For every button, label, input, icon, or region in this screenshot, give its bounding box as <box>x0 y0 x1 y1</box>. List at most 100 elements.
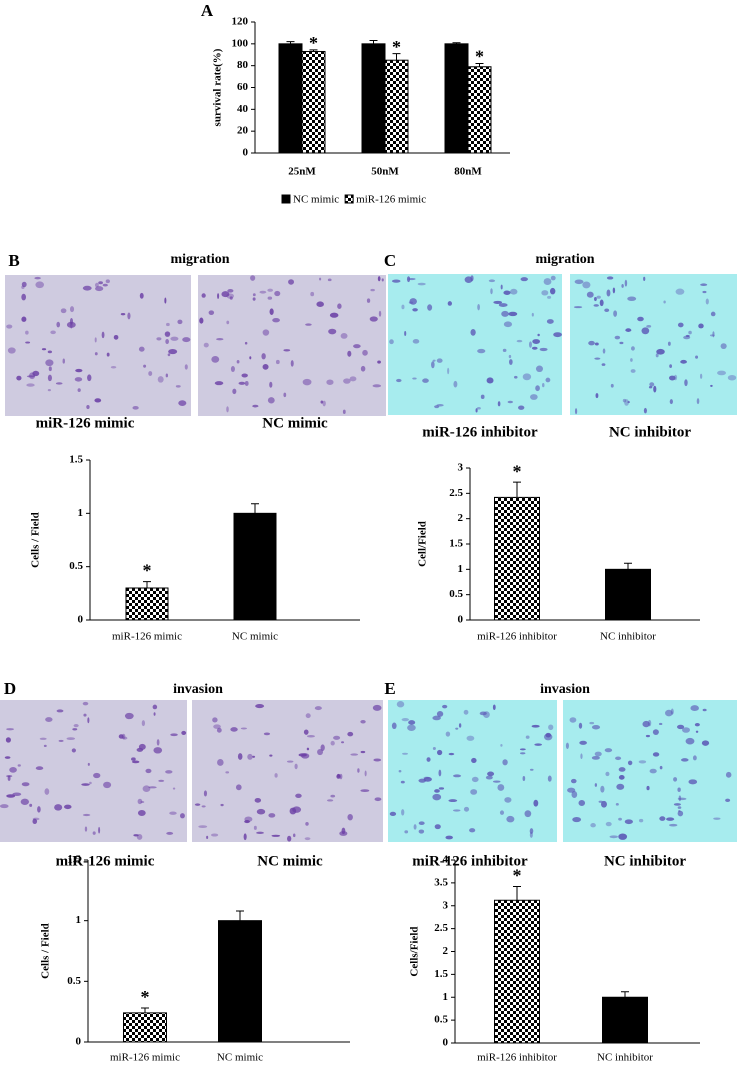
cell <box>372 704 382 711</box>
cell <box>6 794 16 798</box>
cell <box>529 768 534 771</box>
cell <box>613 310 618 317</box>
cell <box>92 831 96 835</box>
cell <box>243 833 247 841</box>
cell <box>164 297 167 304</box>
cell <box>448 752 455 756</box>
bar <box>605 568 651 621</box>
cell <box>422 378 429 383</box>
cell <box>630 358 633 362</box>
cell <box>643 276 646 281</box>
cell <box>407 724 416 731</box>
cell <box>599 299 604 307</box>
y-tick-label: 1 <box>78 507 84 519</box>
cell <box>545 377 551 383</box>
cell <box>170 733 178 737</box>
cell <box>391 722 397 730</box>
bar <box>361 43 386 154</box>
y-axis-label: Cells / Field <box>30 512 42 568</box>
cell <box>47 389 51 392</box>
cell <box>475 408 478 413</box>
cell <box>254 797 262 803</box>
cell <box>668 375 676 381</box>
cell <box>357 768 360 773</box>
cell <box>269 381 273 388</box>
cell <box>709 334 715 337</box>
bar <box>494 496 540 621</box>
cell <box>21 782 30 787</box>
cell <box>647 719 652 727</box>
cell <box>131 757 136 761</box>
cell <box>543 733 553 741</box>
cell <box>452 774 462 778</box>
cell <box>624 399 629 406</box>
cell <box>132 405 139 410</box>
y-tick-label: 1.5 <box>69 454 83 466</box>
cell <box>725 798 731 803</box>
cell <box>201 293 206 298</box>
cell <box>316 301 324 307</box>
cell <box>94 398 102 403</box>
cell <box>389 339 394 345</box>
cell <box>252 297 256 301</box>
error-bar <box>309 49 318 52</box>
cell <box>347 350 352 357</box>
cell <box>294 763 298 770</box>
cell <box>594 342 599 346</box>
cell <box>17 764 21 767</box>
cell <box>26 383 35 387</box>
cell <box>401 752 409 755</box>
cell <box>688 779 698 785</box>
cell <box>206 835 209 840</box>
cell <box>326 379 334 385</box>
panel-title: invasion <box>173 682 223 697</box>
cell <box>574 279 584 285</box>
y-tick-label: 2.5 <box>434 922 448 934</box>
cell <box>710 384 713 387</box>
cell <box>72 728 78 731</box>
y-tick-label: 0 <box>458 614 464 626</box>
cell <box>377 276 381 282</box>
cell <box>401 717 409 722</box>
cell <box>336 774 341 779</box>
cell <box>531 312 534 317</box>
cell <box>452 809 461 812</box>
cell <box>124 712 134 720</box>
cell <box>401 809 405 816</box>
cell <box>21 316 27 322</box>
cell <box>670 708 674 715</box>
cell <box>250 275 256 281</box>
error-bar <box>513 886 521 901</box>
cell <box>94 337 97 343</box>
cell <box>470 328 476 336</box>
cell <box>328 328 337 335</box>
cell <box>360 720 366 724</box>
cell <box>230 727 238 732</box>
cell <box>178 400 187 406</box>
cell <box>646 325 652 328</box>
cell <box>237 753 243 760</box>
cell <box>618 817 622 821</box>
cell <box>649 382 655 387</box>
cell <box>82 813 91 817</box>
cell <box>106 352 110 357</box>
cell <box>274 290 281 297</box>
cell <box>169 811 177 815</box>
cell <box>546 319 554 324</box>
cell <box>627 760 633 766</box>
x-tick-label: NC mimic <box>232 631 278 643</box>
cell <box>82 701 89 706</box>
cell <box>436 358 443 363</box>
cell <box>596 295 601 299</box>
legend-swatch <box>344 194 354 204</box>
cell <box>341 741 345 744</box>
y-tick-label: 0.5 <box>434 1014 448 1026</box>
cell <box>678 795 682 802</box>
cell <box>369 316 378 322</box>
cell <box>479 711 487 716</box>
cell <box>94 352 98 356</box>
cell <box>71 748 76 753</box>
cell <box>20 798 30 805</box>
cell <box>567 787 576 793</box>
